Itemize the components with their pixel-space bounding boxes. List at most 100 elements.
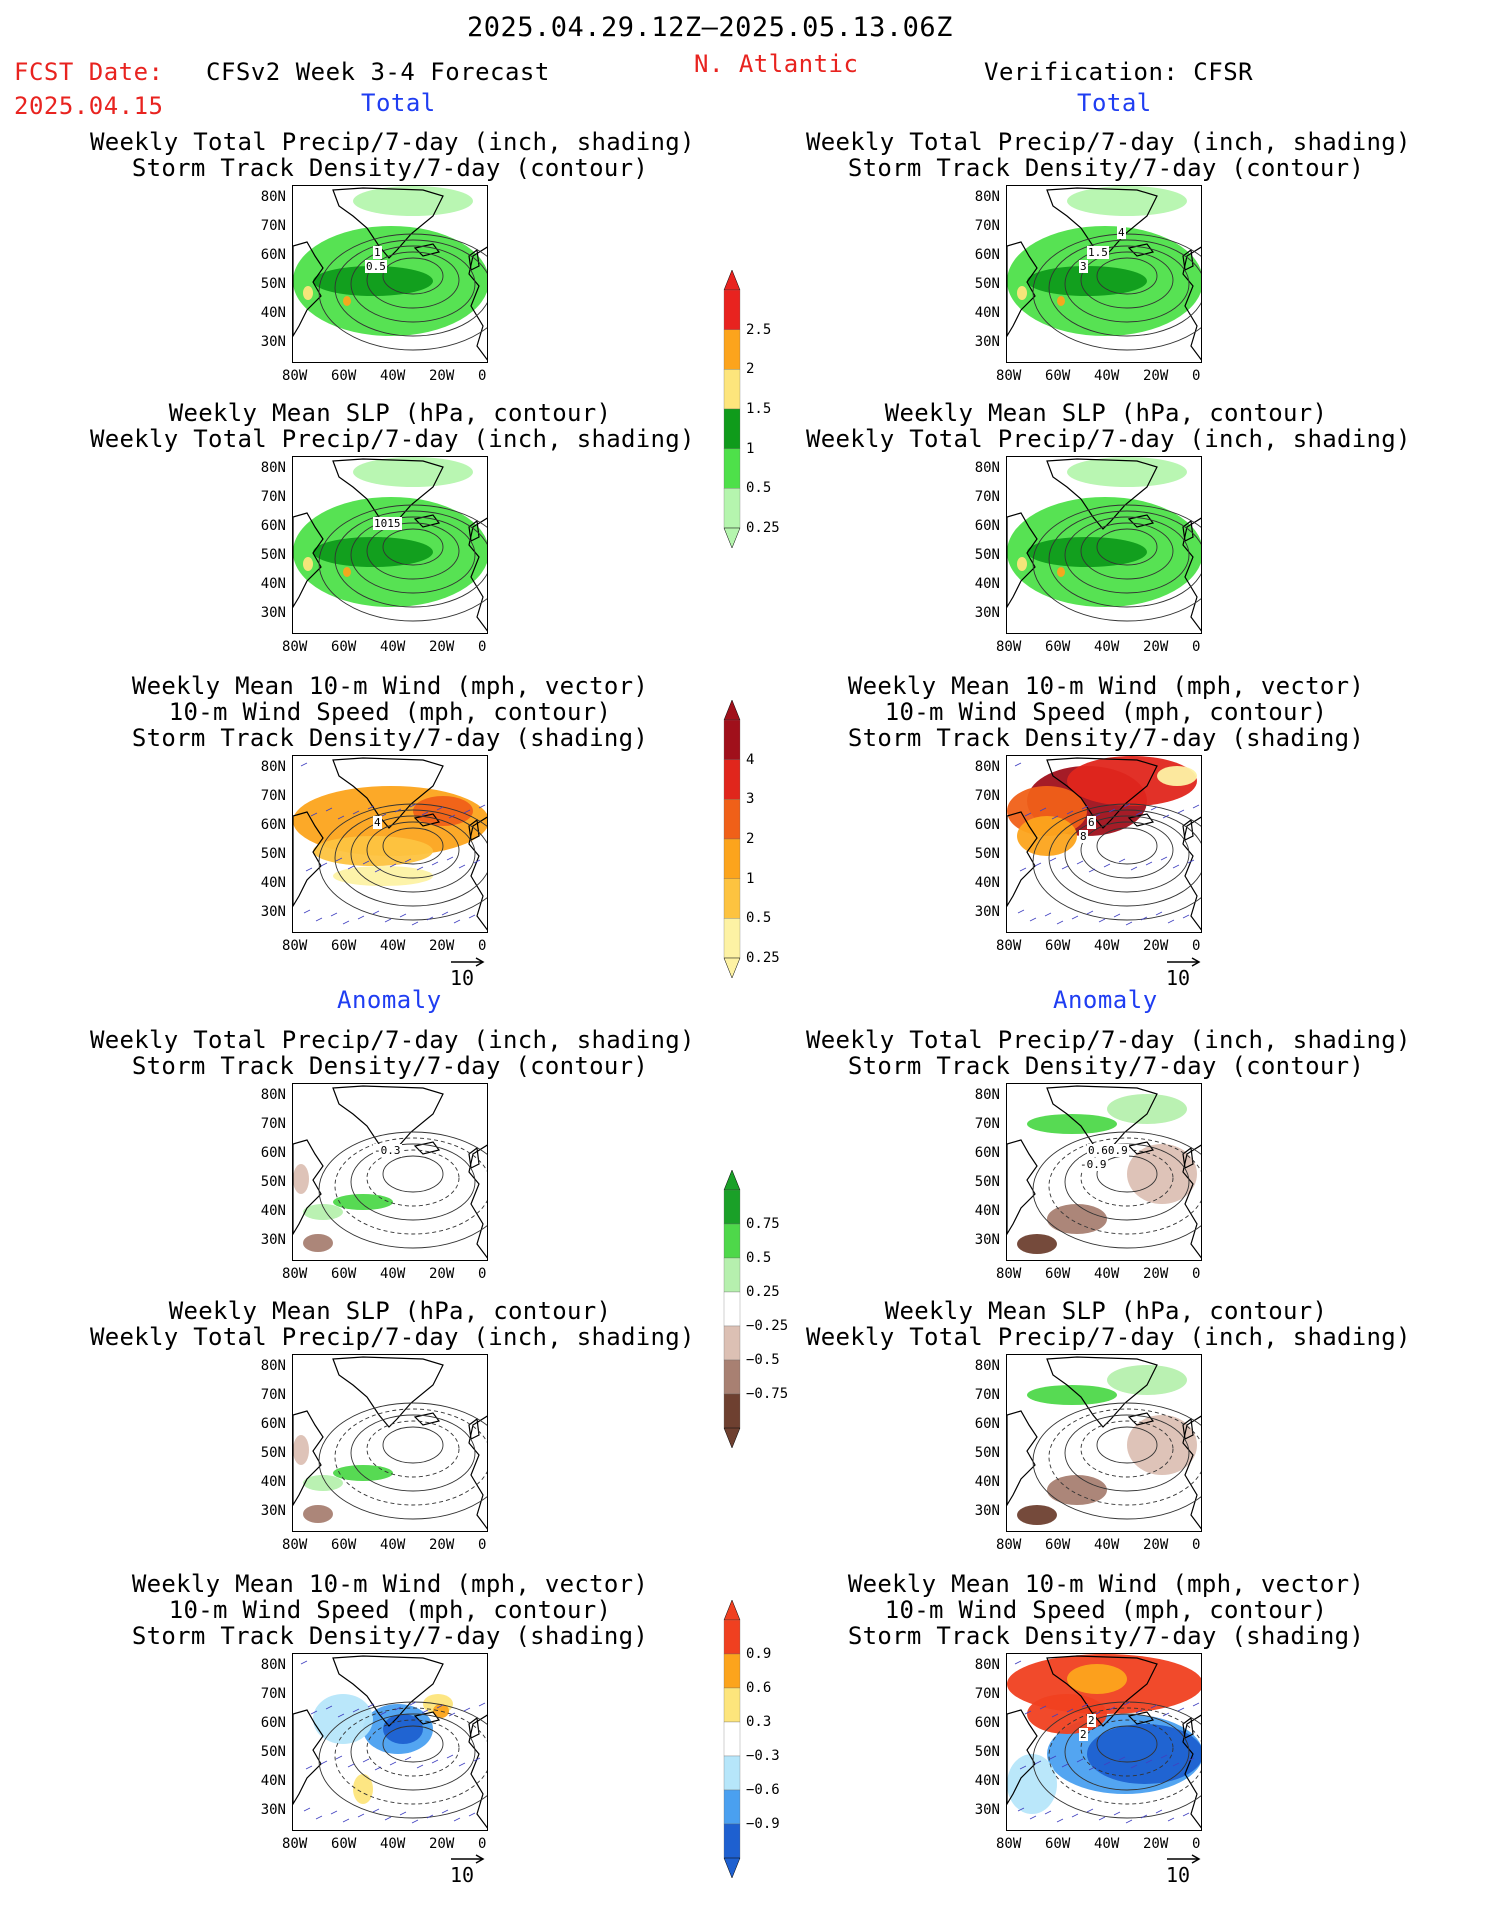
lon-label: 20W [429,938,455,954]
lon-label: 0 [478,368,487,384]
lat-label: 40N [974,1773,1000,1789]
colorbar-tick-label: 0.25 [746,1284,780,1300]
colorbar-tick-label: 0.25 [746,520,780,536]
map-canvas [293,1654,487,1830]
lat-label: 60N [260,518,286,534]
map-panel-l2: 1015 [292,456,488,634]
lon-label: 20W [1143,639,1169,655]
map-canvas [293,186,487,362]
map-canvas [293,1355,487,1531]
lon-label: 40W [1094,368,1120,384]
colorbar-tick-label: 0.75 [746,1216,780,1232]
colorbar-tick-label: −0.3 [746,1748,780,1764]
map-panel-r4: 0.60.9 -0.9 [1006,1083,1202,1261]
map-panel-r1: 1.5 3 4 [1006,185,1202,363]
colorbar-tick-label: 0.9 [746,1646,772,1662]
lon-label: 60W [1045,938,1071,954]
lat-label: 30N [260,1503,286,1519]
lon-label: 20W [1143,1537,1169,1553]
section-anomaly-right: Anomaly [1053,986,1158,1014]
lon-label: 60W [331,1266,357,1282]
lat-label: 80N [260,1358,286,1374]
lat-label: 50N [974,276,1000,292]
lon-label: 0 [478,1537,487,1553]
lat-label: 30N [260,605,286,621]
arrow-icon [1167,1854,1201,1864]
contour-label: 2 [1087,1714,1096,1727]
lat-label: 60N [974,1145,1000,1161]
lat-label: 60N [974,1715,1000,1731]
colorbar-tick-label: −0.75 [746,1386,789,1402]
lon-label: 40W [1094,1537,1120,1553]
lon-label: 80W [282,1266,308,1282]
arrow-icon [451,1854,485,1864]
map-panel-l1: 1 0.5 [292,185,488,363]
lat-label: 70N [260,489,286,505]
lat-label: 50N [260,1744,286,1760]
colorbar-tick-label: −0.9 [746,1816,780,1832]
title-l4: Weekly Total Precip/7-day (inch, shading… [90,1026,695,1080]
map-canvas [293,1084,487,1260]
lon-label: 40W [380,1537,406,1553]
colorbar-tick-label: 0.25 [746,950,780,966]
lon-label: 40W [1094,1266,1120,1282]
lat-label: 50N [974,1744,1000,1760]
colorbar-tick-label: 0.3 [746,1714,772,1730]
lat-label: 60N [974,817,1000,833]
colorbar-storm_anom: 0.9 0.6 0.3 −0.3 −0.6 −0.9 [722,1599,780,1882]
lat-label: 70N [974,218,1000,234]
lon-label: 80W [282,938,308,954]
lat-label: 80N [974,1358,1000,1374]
colorbar-tick-label: −0.6 [746,1782,780,1798]
verification-title: Verification: CFSR [984,58,1254,86]
lat-label: 40N [974,305,1000,321]
lon-label: 60W [1045,1836,1071,1852]
lat-label: 50N [260,1174,286,1190]
lon-label: 20W [1143,1266,1169,1282]
map-canvas [1007,1654,1201,1830]
lat-label: 50N [260,1445,286,1461]
lon-label: 80W [996,1836,1022,1852]
title-l6: Weekly Mean 10-m Wind (mph, vector) 10-m … [131,1570,649,1650]
lon-label: 60W [331,639,357,655]
colorbar-tick-label: 2.5 [746,321,772,338]
lon-label: 0 [1192,1266,1201,1282]
lat-label: 80N [974,460,1000,476]
lat-label: 30N [260,1802,286,1818]
map-panel-l6 [292,1653,488,1831]
lon-label: 20W [1143,938,1169,954]
lon-label: 40W [380,938,406,954]
lon-label: 60W [331,368,357,384]
lat-label: 30N [974,334,1000,350]
arrow-icon [451,957,485,967]
contour-label: 6 [1087,816,1096,829]
section-total-right: Total [1077,89,1152,117]
title-r2: Weekly Mean SLP (hPa, contour) Weekly Tot… [806,399,1411,453]
lon-label: 60W [331,1836,357,1852]
lat-label: 80N [260,460,286,476]
lat-label: 40N [260,1203,286,1219]
colorbar-storm: 4 3 2 1 0.5 0.25 [722,699,780,982]
lat-label: 50N [974,547,1000,563]
lat-label: 70N [974,1387,1000,1403]
fcst-date: 2025.04.15 [14,92,164,120]
lon-label: 40W [1094,639,1120,655]
lon-label: 80W [996,639,1022,655]
lat-label: 70N [260,788,286,804]
lat-label: 60N [260,1416,286,1432]
lat-label: 40N [974,875,1000,891]
lon-label: 60W [331,1537,357,1553]
contour-label: 1 [373,246,382,259]
vector-ref-r6: 10 [1166,1854,1201,1887]
contour-label: 1.5 [1087,246,1109,259]
lon-label: 20W [429,368,455,384]
contour-label: 4 [1117,226,1126,239]
period-title: 2025.04.29.12Z–2025.05.13.06Z [467,12,953,43]
lat-label: 80N [260,1657,286,1673]
title-r5: Weekly Mean SLP (hPa, contour) Weekly Tot… [806,1297,1411,1351]
arrow-icon [1167,957,1201,967]
map-panel-l5 [292,1354,488,1532]
lat-label: 30N [974,904,1000,920]
colorbar-tick-label: 2 [746,831,755,847]
lat-label: 50N [974,1174,1000,1190]
